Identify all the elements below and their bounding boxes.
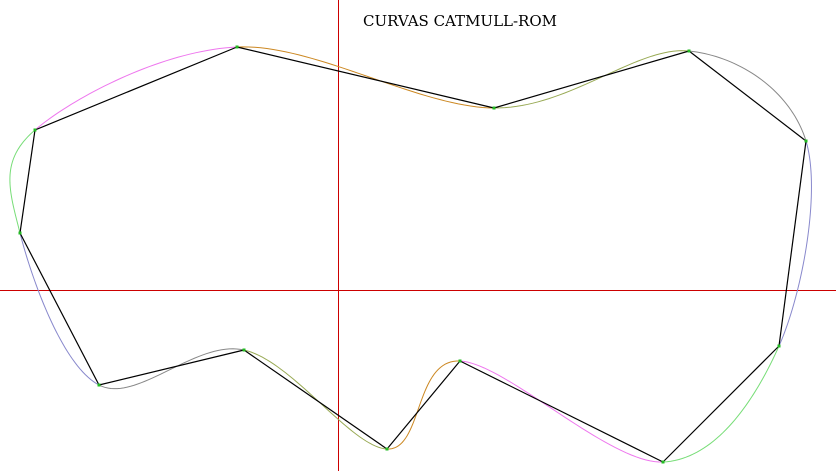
control-points <box>18 45 808 464</box>
control-point <box>235 45 239 49</box>
curve-segment <box>386 360 461 450</box>
polygon-edge <box>386 360 461 450</box>
polygon-edge <box>236 46 495 109</box>
polygon-edge <box>34 46 238 131</box>
curve-segment <box>98 348 245 390</box>
control-polygon <box>19 46 807 463</box>
polygon-edge <box>243 349 388 450</box>
curve-segment <box>236 46 495 109</box>
polygon-edge <box>688 50 807 142</box>
curve-segment <box>9 129 36 234</box>
control-point <box>687 49 691 53</box>
control-point <box>804 139 808 143</box>
curve-segment <box>34 46 238 131</box>
curve-segment <box>459 360 663 463</box>
control-point <box>97 383 101 387</box>
polygon-edge <box>19 129 36 234</box>
control-point <box>492 106 496 110</box>
polygon-edge <box>98 349 245 386</box>
curve-segment <box>778 140 812 347</box>
polygon-edge <box>662 345 780 463</box>
polygon-edge <box>19 232 100 386</box>
polygon-edge <box>778 140 807 347</box>
chart-title: CURVAS CATMULL-ROM <box>363 12 557 30</box>
control-point <box>18 231 22 235</box>
control-point <box>385 447 389 451</box>
curve-segment <box>19 232 100 386</box>
curve-segment <box>493 50 690 109</box>
control-point <box>777 344 781 348</box>
polygon-edge <box>493 50 690 109</box>
control-point <box>458 359 462 363</box>
polygon-edge <box>459 360 664 463</box>
catmull-rom-curve <box>9 46 812 463</box>
control-point <box>661 460 665 464</box>
control-point <box>33 128 37 132</box>
curve-segment <box>662 345 780 463</box>
curve-segment <box>688 50 807 142</box>
control-point <box>242 348 246 352</box>
